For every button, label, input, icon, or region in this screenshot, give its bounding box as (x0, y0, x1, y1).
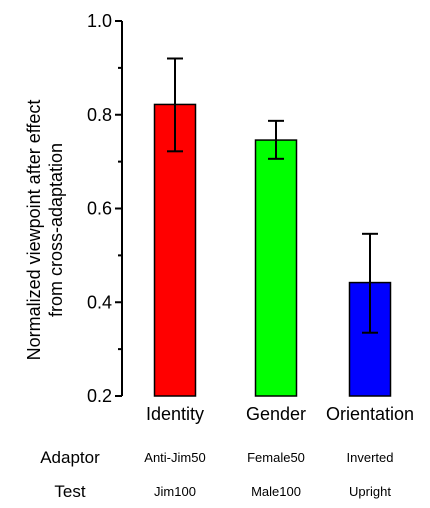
plot-area: 0.2 0.4 0.6 0.8 1.0 Identity Gender Orientation (87, 11, 414, 424)
category-label-gender: Gender (246, 404, 306, 424)
y-tick-label: 0.2 (87, 386, 112, 406)
test-condition: Upright (349, 484, 391, 499)
adaptor-row-label: Adaptor (40, 448, 100, 467)
category-label-orientation: Orientation (326, 404, 414, 424)
category-label-identity: Identity (146, 404, 204, 424)
adaptor-condition: Anti-Jim50 (144, 450, 205, 465)
y-tick-label: 0.6 (87, 199, 112, 219)
adaptor-condition: Inverted (347, 450, 394, 465)
test-row-label: Test (54, 482, 85, 501)
bar-gender (254, 139, 298, 397)
y-axis-title: Normalized viewpoint after effect from c… (24, 100, 66, 361)
adaptor-condition: Female50 (247, 450, 305, 465)
y-tick-label: 1.0 (87, 11, 112, 31)
test-condition: Male100 (251, 484, 301, 499)
conditions-table: Adaptor Test Anti-Jim50 Female50 Inverted Jim… (40, 448, 393, 501)
y-axis-title-line-2: from cross-adaptation (46, 143, 66, 317)
y-tick-label: 0.8 (87, 105, 112, 125)
y-tick-label: 0.4 (87, 292, 112, 312)
test-condition: Jim100 (154, 484, 196, 499)
y-axis-title-line-1: Normalized viewpoint after effect (24, 100, 44, 361)
